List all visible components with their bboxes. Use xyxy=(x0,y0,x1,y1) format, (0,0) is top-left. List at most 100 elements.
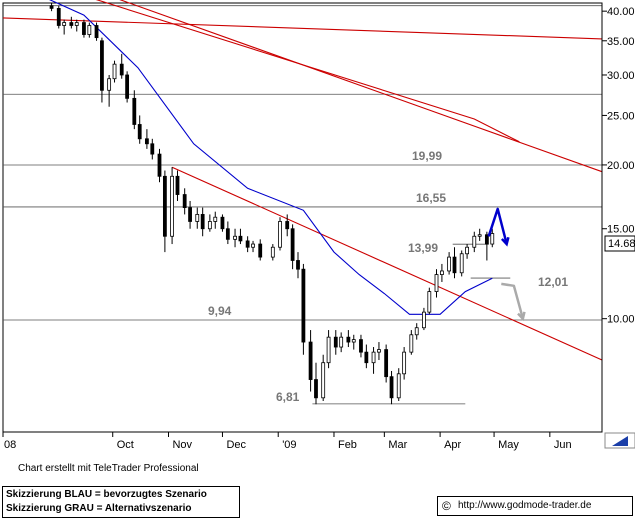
source-url[interactable]: http://www.godmode-trader.de xyxy=(458,500,592,511)
candle-body-27 xyxy=(220,216,225,230)
candle-body-25 xyxy=(207,221,212,230)
candle-body-60 xyxy=(434,274,439,292)
y-axis: 10.00 15.00 20.00 25.00 30.00 35.00 40.00 xyxy=(601,3,635,432)
scenario-blue-arrow-head xyxy=(500,236,510,247)
candle-body-7 xyxy=(94,25,99,39)
scenario-gray-arrow xyxy=(501,282,525,320)
last-price-marker: 14.68 xyxy=(604,235,635,252)
candle-body-68 xyxy=(484,234,489,245)
candle-body-8 xyxy=(100,40,104,91)
candle-body-4 xyxy=(74,22,79,26)
chart-credit: Chart erstellt mit TeleTrader Profession… xyxy=(18,463,199,474)
x-tick-label-0: 08 xyxy=(4,439,16,451)
candle-body-59 xyxy=(427,291,432,313)
candle-body-42 xyxy=(321,362,326,399)
candle-body-66 xyxy=(472,235,477,248)
scenario-legend: Skizzierung BLAU = bevorzugtes Szenario … xyxy=(2,486,240,518)
candle-body-62 xyxy=(447,256,452,272)
candle-body-45 xyxy=(339,336,344,348)
candle-body-61 xyxy=(440,270,444,275)
horizontal-levels xyxy=(3,5,602,405)
candle-body-35 xyxy=(278,221,282,248)
candle-body-20 xyxy=(175,175,180,195)
candle-body-41 xyxy=(314,379,318,399)
moving-average xyxy=(49,0,493,315)
candle-body-6 xyxy=(87,25,92,35)
candle-body-53 xyxy=(389,376,394,399)
candle-body-3 xyxy=(69,22,74,26)
candle-body-28 xyxy=(225,228,230,240)
y-tick-label-0: 10.00 xyxy=(607,314,635,326)
level-labels: 19,99 16,55 9,94 13,99 12,01 6,81 xyxy=(208,149,568,404)
candle-body-34 xyxy=(270,246,275,258)
candle-body-30 xyxy=(238,235,243,242)
candle-body-44 xyxy=(333,336,338,348)
x-tick-label-4: '09 xyxy=(282,439,296,451)
y-tick-label-6: 40.00 xyxy=(607,6,635,18)
x-tick-label-9: Jun xyxy=(554,439,572,451)
x-axis: 08 Oct Nov Dec '09 Feb Mar Apr May Jun xyxy=(2,432,572,451)
candlesticks xyxy=(49,3,495,405)
candle-body-33 xyxy=(258,243,263,258)
scenario-sketches xyxy=(487,207,526,322)
candle-body-1 xyxy=(56,8,61,26)
candle-body-32 xyxy=(251,243,255,248)
x-tick-label-1: Oct xyxy=(117,439,134,451)
copyright-icon: © xyxy=(442,499,451,513)
candle-body-15 xyxy=(145,138,149,145)
level-label-3: 9,94 xyxy=(208,304,232,318)
x-tick-label-6: Mar xyxy=(388,439,407,451)
x-tick-label-5: Feb xyxy=(338,439,357,451)
candle-body-67 xyxy=(477,234,482,237)
candle-body-58 xyxy=(422,311,426,329)
candle-body-29 xyxy=(233,235,237,240)
candle-body-48 xyxy=(359,339,363,353)
candle-body-11 xyxy=(119,63,124,76)
candle-body-47 xyxy=(351,339,356,343)
x-tick-label-3: Dec xyxy=(226,439,246,451)
plot-frame xyxy=(2,2,603,433)
candle-body-22 xyxy=(188,207,192,222)
candle-body-38 xyxy=(296,260,300,270)
candle-body-5 xyxy=(82,22,86,35)
candle-body-31 xyxy=(245,240,250,248)
candle-body-37 xyxy=(290,228,295,261)
candle-body-9 xyxy=(107,78,112,91)
candle-body-40 xyxy=(308,341,313,380)
candle-body-2 xyxy=(62,22,67,26)
source-url-box[interactable]: © http://www.godmode-trader.de xyxy=(437,496,633,516)
candle-body-19 xyxy=(170,175,174,237)
candle-body-14 xyxy=(137,124,142,140)
scenario-gray-arrow-head xyxy=(517,311,526,322)
candle-body-0 xyxy=(49,5,54,9)
candle-body-56 xyxy=(409,334,414,353)
scenario-blue-text: Skizzierung BLAU = bevorzugtes Szenario xyxy=(6,489,207,500)
candle-body-36 xyxy=(285,221,290,230)
candle-body-24 xyxy=(200,214,205,230)
scroll-arrow-icon[interactable] xyxy=(604,432,635,449)
x-tick-label-7: Apr xyxy=(444,439,461,451)
last-price-label: 14.68 xyxy=(608,238,635,250)
candle-body-65 xyxy=(465,246,469,255)
level-label-5: 13,99 xyxy=(408,241,438,255)
candle-body-13 xyxy=(132,97,137,125)
candle-body-26 xyxy=(213,216,218,222)
scenario-gray-text: Skizzierung GRAU = Alternativszenario xyxy=(6,503,192,514)
trendline-1 xyxy=(119,0,603,173)
candle-body-46 xyxy=(346,336,351,343)
candle-body-52 xyxy=(384,349,389,378)
candle-body-12 xyxy=(125,74,130,99)
candle-body-49 xyxy=(364,351,369,364)
candle-body-63 xyxy=(452,256,457,274)
candle-body-17 xyxy=(157,153,162,177)
trendline-0 xyxy=(2,17,603,40)
candle-body-10 xyxy=(112,63,117,80)
y-tick-label-1: 15.00 xyxy=(607,224,635,236)
candle-body-21 xyxy=(182,194,187,208)
y-tick-label-2: 20.00 xyxy=(607,160,635,172)
y-tick-label-5: 35.00 xyxy=(607,36,635,48)
candle-body-16 xyxy=(150,143,155,155)
level-label-6: 12,01 xyxy=(538,275,568,289)
x-tick-label-8: May xyxy=(498,439,519,451)
